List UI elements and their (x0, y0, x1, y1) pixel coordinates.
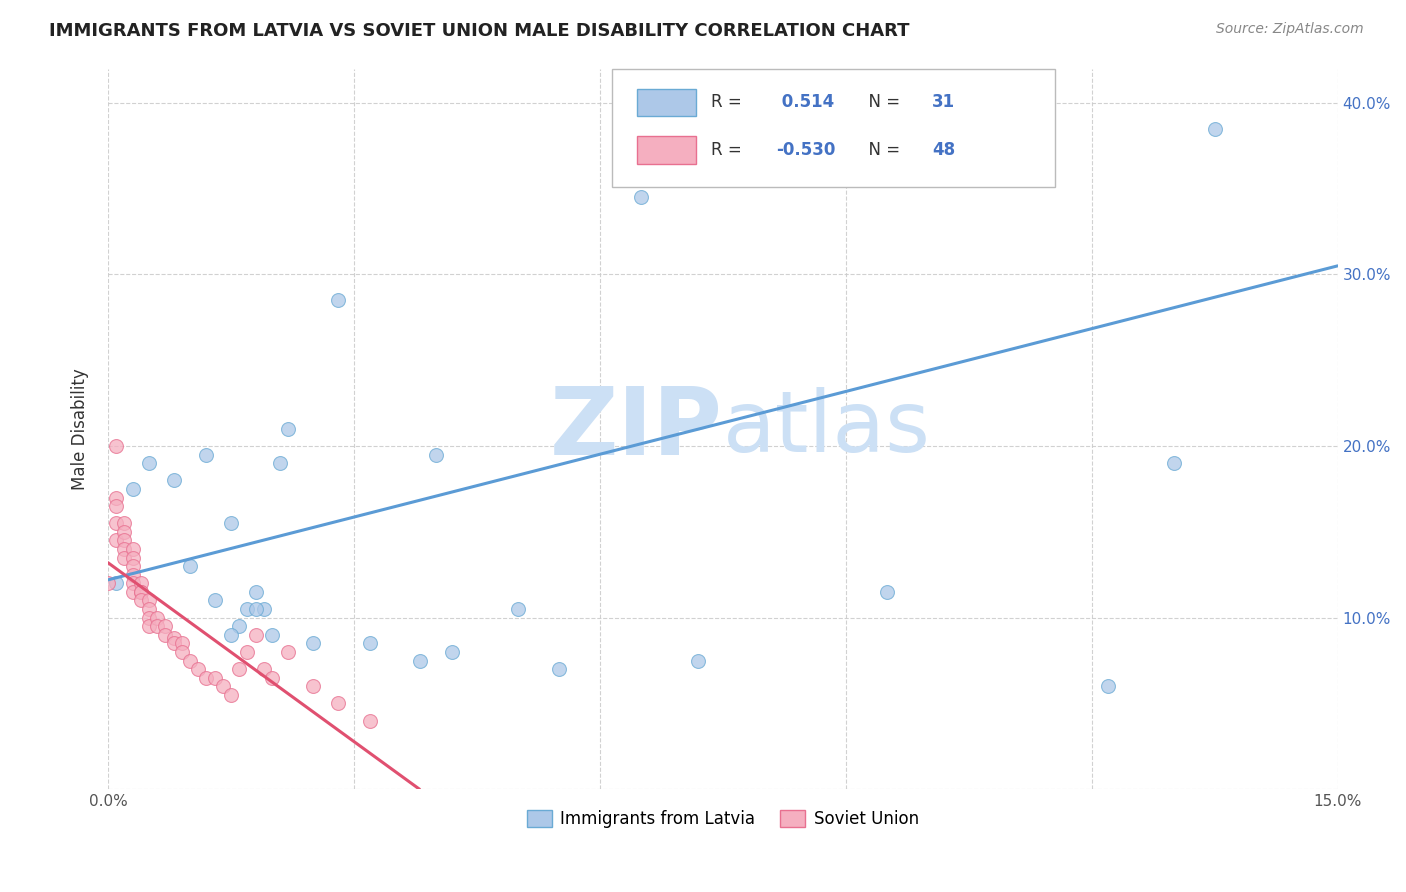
Point (253, 602, 276, 616)
Point (179, 559, 201, 574)
Point (245, 585, 267, 599)
Point (105, 491, 128, 505)
Point (97, 576, 120, 591)
Point (630, 190, 652, 204)
Point (277, 422, 299, 436)
Point (112, 550, 135, 565)
Point (129, 585, 152, 599)
Legend: Immigrants from Latvia, Soviet Union: Immigrants from Latvia, Soviet Union (520, 804, 925, 835)
Point (146, 610, 169, 624)
Point (236, 602, 259, 616)
Point (245, 628, 267, 642)
Point (277, 645, 299, 659)
Point (105, 516, 128, 531)
Point (112, 533, 135, 548)
Point (121, 576, 143, 591)
Point (195, 448, 218, 462)
Point (105, 439, 128, 453)
Point (129, 585, 152, 599)
Text: R =: R = (710, 94, 747, 112)
Point (211, 679, 233, 693)
Point (688, 653, 710, 667)
Text: R =: R = (710, 141, 747, 159)
Point (121, 541, 143, 556)
Point (408, 653, 430, 667)
Point (170, 636, 193, 650)
FancyBboxPatch shape (637, 88, 696, 116)
Text: -0.530: -0.530 (776, 141, 835, 159)
FancyBboxPatch shape (637, 136, 696, 163)
Point (162, 631, 184, 645)
Point (129, 593, 152, 607)
Point (219, 516, 242, 531)
Text: IMMIGRANTS FROM LATVIA VS SOVIET UNION MALE DISABILITY CORRELATION CHART: IMMIGRANTS FROM LATVIA VS SOVIET UNION M… (49, 22, 910, 40)
Point (1097, 679, 1119, 693)
Point (162, 474, 184, 488)
Point (269, 456, 291, 470)
Text: N =: N = (858, 94, 905, 112)
Point (162, 636, 184, 650)
Point (112, 516, 135, 531)
Point (112, 524, 135, 539)
Point (236, 645, 259, 659)
Text: 48: 48 (932, 141, 955, 159)
Point (138, 456, 160, 470)
Text: 0.514: 0.514 (776, 94, 834, 112)
Point (228, 662, 250, 676)
Text: N =: N = (858, 141, 905, 159)
Point (105, 576, 128, 591)
Point (105, 499, 128, 513)
Point (138, 610, 160, 624)
Point (359, 714, 381, 728)
Point (121, 482, 143, 496)
Point (138, 619, 160, 633)
Point (187, 662, 209, 676)
Text: 31: 31 (932, 94, 955, 112)
Point (155, 619, 177, 633)
Point (121, 559, 143, 574)
Point (121, 567, 143, 582)
Point (129, 576, 152, 591)
Point (302, 679, 325, 693)
Point (146, 619, 169, 633)
Point (138, 593, 160, 607)
Point (359, 636, 381, 650)
Point (228, 619, 250, 633)
Point (253, 662, 276, 676)
Point (121, 585, 143, 599)
Point (260, 628, 283, 642)
Text: Source: ZipAtlas.com: Source: ZipAtlas.com (1216, 22, 1364, 37)
Text: atlas: atlas (723, 387, 931, 470)
Point (204, 671, 226, 685)
Point (204, 593, 226, 607)
Point (219, 628, 242, 642)
Point (245, 602, 267, 616)
Point (1163, 456, 1185, 470)
Point (1204, 121, 1226, 136)
Point (179, 653, 201, 667)
Y-axis label: Male Disability: Male Disability (72, 368, 89, 490)
Point (112, 541, 135, 556)
Point (155, 628, 177, 642)
Point (170, 645, 193, 659)
Point (326, 293, 349, 308)
Point (876, 585, 898, 599)
Point (195, 671, 218, 685)
Point (105, 533, 128, 548)
Point (219, 688, 242, 702)
Point (121, 550, 143, 565)
Point (506, 602, 529, 616)
Point (547, 662, 569, 676)
Point (260, 671, 283, 685)
Point (302, 636, 325, 650)
Point (425, 448, 447, 462)
FancyBboxPatch shape (612, 69, 1054, 187)
Point (326, 697, 349, 711)
Text: ZIP: ZIP (550, 383, 723, 475)
Point (441, 645, 464, 659)
Point (138, 602, 160, 616)
